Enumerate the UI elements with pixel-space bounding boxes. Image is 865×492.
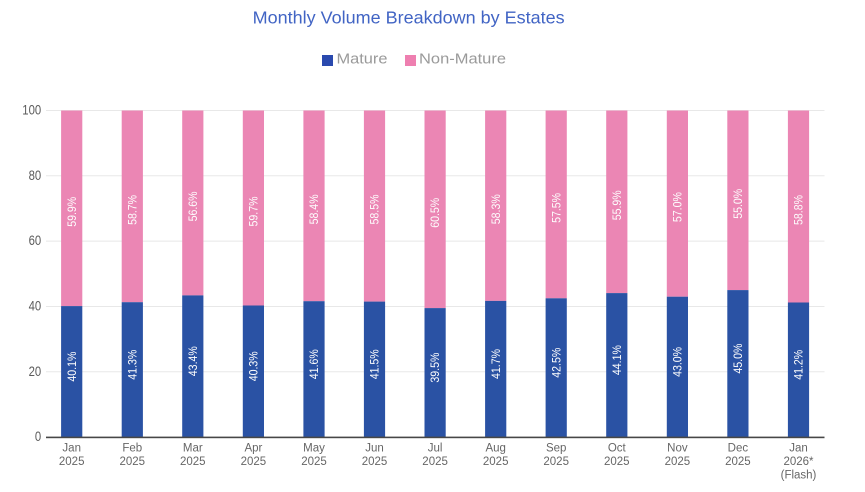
svg-text:55.0%: 55.0%: [731, 188, 745, 218]
svg-text:Oct: Oct: [608, 443, 627, 455]
svg-text:58.4%: 58.4%: [307, 194, 321, 224]
svg-text:Mar: Mar: [183, 443, 203, 455]
svg-text:2025: 2025: [543, 456, 569, 468]
svg-text:60.5%: 60.5%: [428, 197, 442, 227]
svg-text:100: 100: [22, 103, 41, 118]
svg-text:2026*: 2026*: [783, 456, 814, 468]
svg-text:2025: 2025: [725, 456, 751, 468]
svg-text:2025: 2025: [301, 456, 327, 468]
svg-text:56.6%: 56.6%: [186, 191, 200, 221]
svg-text:20: 20: [29, 364, 42, 379]
svg-text:2025: 2025: [120, 456, 146, 468]
svg-text:2025: 2025: [362, 456, 388, 468]
svg-text:41.3%: 41.3%: [125, 349, 139, 379]
svg-text:41.7%: 41.7%: [489, 349, 503, 379]
svg-text:41.2%: 41.2%: [792, 349, 806, 379]
svg-text:2025: 2025: [59, 456, 85, 468]
svg-text:0: 0: [35, 429, 41, 444]
svg-text:Monthly Volume Breakdown by Es: Monthly Volume Breakdown by Estates: [253, 8, 565, 28]
svg-text:40.1%: 40.1%: [65, 351, 79, 381]
svg-text:(Flash): (Flash): [781, 470, 817, 482]
svg-text:58.5%: 58.5%: [368, 194, 382, 224]
svg-text:39.5%: 39.5%: [428, 352, 442, 382]
svg-text:42.5%: 42.5%: [549, 347, 563, 377]
svg-text:Jun: Jun: [365, 443, 384, 455]
svg-text:Nov: Nov: [667, 443, 688, 455]
svg-text:2025: 2025: [604, 456, 630, 468]
svg-text:Jul: Jul: [428, 443, 443, 455]
svg-text:Sep: Sep: [546, 443, 566, 455]
svg-text:58.7%: 58.7%: [125, 194, 139, 224]
svg-text:45.0%: 45.0%: [731, 343, 745, 373]
svg-text:2025: 2025: [483, 456, 509, 468]
svg-text:43.0%: 43.0%: [671, 346, 685, 376]
svg-text:80: 80: [29, 168, 42, 183]
svg-text:55.9%: 55.9%: [610, 190, 624, 220]
svg-text:Apr: Apr: [244, 443, 262, 455]
svg-text:58.3%: 58.3%: [489, 194, 503, 224]
svg-text:Jan: Jan: [62, 443, 81, 455]
svg-text:Feb: Feb: [122, 443, 142, 455]
svg-text:43.4%: 43.4%: [186, 346, 200, 376]
svg-text:2025: 2025: [180, 456, 206, 468]
svg-text:57.5%: 57.5%: [549, 192, 563, 222]
svg-text:2025: 2025: [665, 456, 691, 468]
svg-text:2025: 2025: [422, 456, 448, 468]
svg-text:44.1%: 44.1%: [610, 345, 624, 375]
svg-text:58.8%: 58.8%: [792, 195, 806, 225]
svg-text:59.7%: 59.7%: [247, 196, 261, 226]
svg-text:41.5%: 41.5%: [368, 349, 382, 379]
svg-text:Jan: Jan: [789, 443, 808, 455]
svg-text:60: 60: [29, 233, 42, 248]
svg-text:Mature: Mature: [337, 51, 388, 67]
svg-text:Dec: Dec: [728, 443, 749, 455]
svg-text:40.3%: 40.3%: [247, 351, 261, 381]
svg-text:Non-Mature: Non-Mature: [419, 51, 506, 67]
svg-text:57.0%: 57.0%: [671, 192, 685, 222]
svg-text:59.9%: 59.9%: [65, 196, 79, 226]
svg-text:2025: 2025: [241, 456, 267, 468]
svg-text:40: 40: [29, 299, 42, 314]
svg-text:41.6%: 41.6%: [307, 349, 321, 379]
svg-text:Aug: Aug: [485, 443, 505, 455]
svg-text:May: May: [303, 443, 325, 455]
